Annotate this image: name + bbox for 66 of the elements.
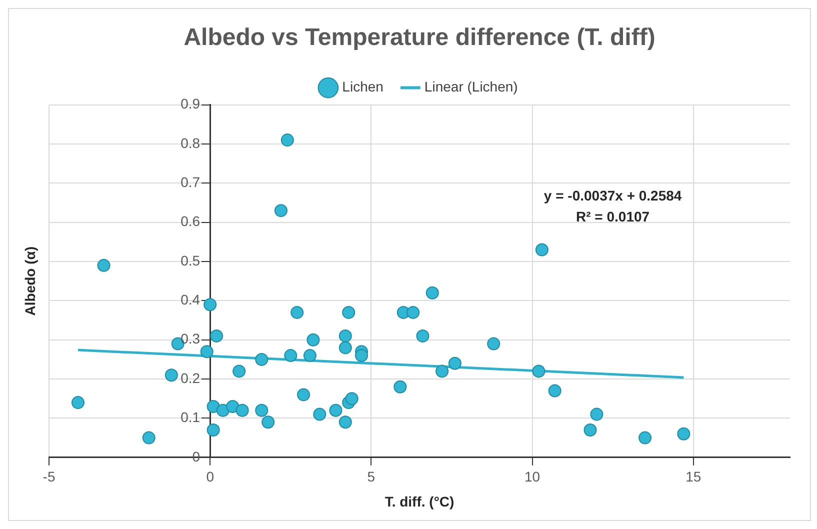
point xyxy=(638,431,652,444)
x-axis-title: T. diff. (°C) xyxy=(384,493,454,510)
point xyxy=(345,392,358,406)
point xyxy=(355,349,368,362)
point xyxy=(338,329,352,342)
annotation: y = -0.0037x + 0.2584 xyxy=(544,188,682,204)
point xyxy=(329,404,342,417)
point xyxy=(436,364,449,378)
y-tick-label: 0.7 xyxy=(180,174,200,190)
point xyxy=(548,384,562,398)
y-tick-label: 0.9 xyxy=(180,96,200,112)
x-tick-label: 15 xyxy=(686,468,702,485)
point xyxy=(313,408,326,421)
point xyxy=(255,404,268,417)
x-tick-label: 5 xyxy=(367,468,376,485)
point xyxy=(206,400,220,413)
y-tick-label: 0.4 xyxy=(180,292,200,308)
point xyxy=(204,298,217,312)
point xyxy=(262,416,275,429)
annotation: R² = 0.0107 xyxy=(576,208,650,225)
x-tick-label: -5 xyxy=(42,468,56,485)
x-tick-label: 0 xyxy=(206,468,214,485)
legend-label: Linear (Lichen) xyxy=(424,78,518,95)
point xyxy=(210,329,224,342)
point xyxy=(71,396,84,410)
point xyxy=(338,416,352,429)
point xyxy=(200,345,214,358)
point xyxy=(342,306,356,319)
point xyxy=(584,423,597,436)
y-tick-label: 0.6 xyxy=(180,213,200,230)
point xyxy=(303,349,316,362)
point xyxy=(677,427,690,440)
point xyxy=(164,368,178,382)
point xyxy=(406,306,420,319)
point xyxy=(206,423,220,436)
point xyxy=(297,388,310,402)
y-tick-label: 0.3 xyxy=(180,330,200,347)
point xyxy=(274,204,288,218)
y-tick-label: 0.5 xyxy=(180,252,200,268)
point xyxy=(226,400,240,413)
point xyxy=(232,364,246,378)
y-axis-title: Albedo (α) xyxy=(22,246,38,316)
point xyxy=(590,408,604,421)
point xyxy=(338,341,352,354)
point xyxy=(216,404,230,417)
y-tick-label: 0.1 xyxy=(180,409,200,426)
point xyxy=(284,349,298,362)
y-tick-label: 0.8 xyxy=(180,134,200,151)
legend-label: Lichen xyxy=(342,78,384,95)
point xyxy=(394,380,407,394)
point xyxy=(416,329,430,342)
point xyxy=(426,286,439,300)
point xyxy=(290,306,304,319)
point xyxy=(532,364,546,378)
point xyxy=(142,431,156,444)
point xyxy=(487,337,500,350)
point xyxy=(255,352,268,366)
point xyxy=(448,356,462,370)
point xyxy=(306,333,320,346)
point xyxy=(236,404,249,417)
point xyxy=(535,243,548,256)
x-tick-label: 10 xyxy=(524,468,540,485)
point xyxy=(280,134,294,147)
chart-title: Albedo vs Temperature difference (T. diff) xyxy=(184,24,656,52)
y-tick-label: 0.2 xyxy=(180,370,200,386)
point xyxy=(97,258,110,272)
